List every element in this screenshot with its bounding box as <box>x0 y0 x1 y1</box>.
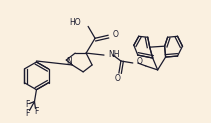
Text: F: F <box>25 100 30 109</box>
Text: O: O <box>115 74 121 83</box>
Text: NH: NH <box>108 50 119 59</box>
Text: O: O <box>137 56 143 66</box>
Text: N: N <box>66 57 72 67</box>
Text: F: F <box>34 107 39 116</box>
Text: F: F <box>25 109 30 118</box>
Text: O: O <box>113 30 119 39</box>
Text: HO: HO <box>70 18 81 27</box>
